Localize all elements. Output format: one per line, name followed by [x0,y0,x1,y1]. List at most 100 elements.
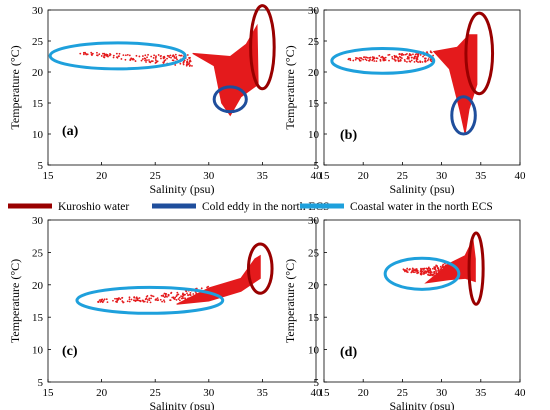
scatter-point [406,267,409,270]
scatter-point [120,58,123,60]
scatter-point [427,273,429,276]
scatter-point [163,59,166,62]
scatter-point [149,301,152,304]
scatter-point [128,298,131,301]
scatter-point [394,56,396,59]
scatter-point [146,298,149,301]
scatter-point [170,292,172,295]
scatter-point [394,59,397,62]
scatter-point [150,297,152,300]
scatter-point [161,300,164,303]
scatter-point [395,55,398,58]
scatter-point [355,57,358,60]
scatter-point [362,58,365,61]
x-axis-title: Salinity (psu) [150,399,215,410]
scatter-point [399,59,402,62]
scatter-point [412,271,415,274]
scatter-point [130,57,133,60]
scatter-point [191,65,193,67]
scatter-point [106,301,109,303]
scatter-point [393,58,396,61]
scatter-point [168,56,171,59]
scatter-point [154,58,157,60]
y-tick-label: 5 [314,377,320,389]
scatter-point [152,57,155,59]
scatter-point [417,61,419,64]
scatter-point [384,56,387,59]
scatter-point [175,56,178,58]
scatter-point [402,53,405,56]
scatter-point [141,58,144,60]
water-mass-ellipse [467,231,485,306]
scatter-point [426,59,429,62]
scatter-point [430,273,433,276]
scatter-point [417,270,419,272]
scatter-point [135,54,138,57]
scatter-point [152,295,155,298]
scatter-point [109,53,111,55]
scatter-point [431,267,434,270]
y-tick-label: 10 [308,129,320,141]
scatter-point [186,58,189,61]
y-tick-label: 5 [38,377,44,389]
scatter-point [140,59,143,62]
scatter-point [128,300,131,303]
water-mass-ellipse [249,4,276,91]
scatter-point [121,300,124,302]
scatter-point [189,64,191,67]
scatter-point [90,51,93,54]
scatter-point [177,298,180,300]
scatter-point [126,300,129,303]
scatter-point [410,59,413,62]
scatter-point [429,268,432,271]
scatter-point [419,61,422,64]
plot-frame [47,219,317,383]
scatter-point [162,61,165,64]
scatter-point [424,57,426,60]
scatter-point [413,268,415,271]
water-mass-ellipse [450,95,477,136]
scatter-point [133,296,136,298]
scatter-point [200,287,203,290]
scatter-point [115,52,118,55]
scatter-point [112,56,115,59]
scatter-point [416,58,419,61]
panel-label: (b) [340,128,357,143]
x-tick-label: 35 [475,387,487,399]
y-tick-label: 30 [308,215,320,227]
scatter-point [138,297,141,299]
water-mass-ellipse [330,46,436,75]
y-tick-label: 30 [308,5,320,17]
scatter-point [398,53,401,56]
x-tick-label: 20 [96,387,108,399]
scatter-point [427,58,430,60]
legend-label: Coastal water in the north ECS [350,201,493,213]
scatter-point [79,52,82,55]
scatter-point [358,58,361,61]
scatter-point [144,54,147,57]
scatter-point [189,294,192,297]
scatter-point [157,54,160,56]
scatter-point [422,269,425,271]
scatter-point [85,53,88,56]
scatter-point [174,64,177,66]
x-tick-label: 20 [358,170,370,182]
scatter-point [391,56,394,58]
scatter-point [182,60,185,63]
scatter-point [169,299,172,302]
scatter-point [414,269,417,271]
scatter-point [121,297,123,299]
panel-label: (a) [62,124,79,139]
scatter-point [157,299,160,301]
y-tick-label: 30 [32,215,44,227]
scatter-point [441,266,444,269]
scatter-point [400,53,402,56]
scatter-point [166,57,168,60]
x-tick-label: 30 [203,170,215,182]
scatter-point [354,58,357,61]
y-tick-label: 5 [38,160,44,172]
scatter-point [106,53,109,56]
scatter-point [419,273,422,276]
